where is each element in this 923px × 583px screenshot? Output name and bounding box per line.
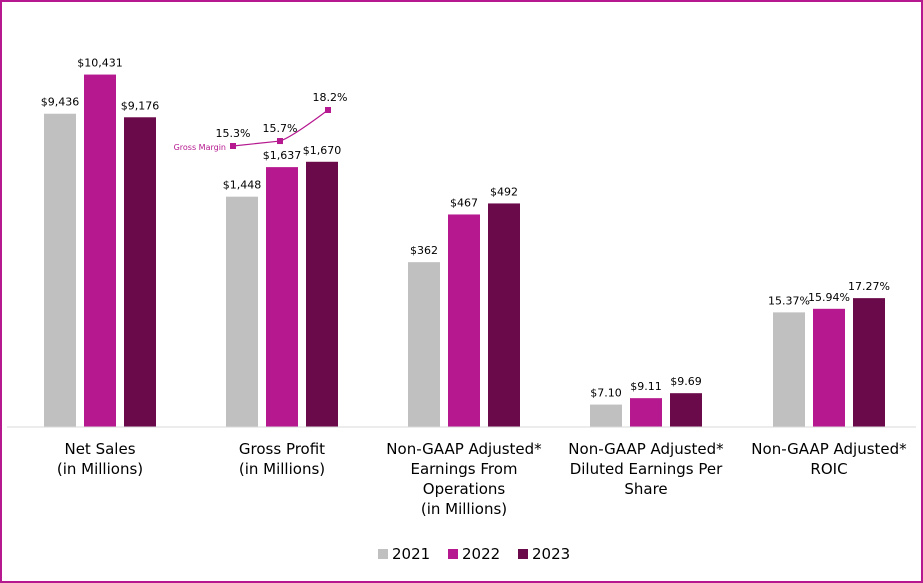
bar-net-sales-2022 xyxy=(84,74,116,427)
value-label-net-sales-2021: $9,436 xyxy=(41,96,80,109)
bar-gross-profit-2021 xyxy=(226,196,258,427)
value-label-gross-profit-2023: $1,670 xyxy=(303,144,342,157)
bar-roic-2021 xyxy=(773,312,805,427)
bar-net-sales-2023 xyxy=(124,117,156,427)
category-label-earnings-from-operations-line-2: Earnings From xyxy=(410,460,517,478)
bar-earnings-from-operations-2021 xyxy=(408,262,440,427)
bar-net-sales-2021 xyxy=(44,113,76,427)
bar-diluted-eps-2023 xyxy=(670,393,702,427)
category-label-earnings-from-operations-line-4: (in Millions) xyxy=(421,500,507,518)
value-label-roic-2021: 15.37% xyxy=(768,294,810,307)
gross-margin-marker-2022 xyxy=(277,138,283,145)
category-label-net-sales-line-1: Net Sales xyxy=(64,440,135,458)
gross-margin-tag: Gross Margin xyxy=(174,143,226,152)
bar-roic-2022 xyxy=(813,308,845,427)
bar-roic-2023 xyxy=(853,298,885,427)
value-labels-layer: $9,436 $1,448 $362 $7.10 15.37% $10,431 $1,637… xyxy=(41,57,890,400)
category-label-gross-profit-line-1: Gross Profit xyxy=(239,440,325,458)
legend-swatch-2021 xyxy=(378,549,388,559)
legend: 2021 2022 2023 xyxy=(378,545,570,563)
legend-swatch-2023 xyxy=(518,549,528,559)
bar-diluted-eps-2021 xyxy=(590,404,622,427)
value-label-diluted-eps-2021: $7.10 xyxy=(590,387,622,400)
value-label-net-sales-2023: $9,176 xyxy=(121,99,160,112)
value-label-roic-2023: 17.27% xyxy=(848,280,890,293)
gross-margin-label-2023: 18.2% xyxy=(313,91,348,104)
value-label-diluted-eps-2023: $9.69 xyxy=(670,375,702,388)
category-label-roic-line-1: Non-GAAP Adjusted* xyxy=(751,440,907,458)
bars-layer xyxy=(44,74,885,427)
legend-label-2021: 2021 xyxy=(392,545,430,563)
gross-margin-label-2022: 15.7% xyxy=(263,122,298,135)
bar-gross-profit-2022 xyxy=(266,167,298,427)
category-label-diluted-eps-line-1: Non-GAAP Adjusted* xyxy=(568,440,724,458)
category-label-earnings-from-operations-line-1: Non-GAAP Adjusted* xyxy=(386,440,542,458)
category-label-diluted-eps-line-2: Diluted Earnings Per xyxy=(570,460,723,478)
value-label-net-sales-2022: $10,431 xyxy=(77,57,123,70)
category-label-diluted-eps-line-3: Share xyxy=(624,480,667,498)
value-label-diluted-eps-2022: $9.11 xyxy=(630,380,662,393)
value-label-earnings-from-operations-2023: $492 xyxy=(490,185,518,198)
value-label-earnings-from-operations-2021: $362 xyxy=(410,244,438,257)
category-label-net-sales-line-2: (in Millions) xyxy=(57,460,143,478)
bar-earnings-from-operations-2023 xyxy=(488,203,520,427)
bar-earnings-from-operations-2022 xyxy=(448,214,480,427)
bar-diluted-eps-2022 xyxy=(630,398,662,427)
gross-margin-line-layer: 15.3% 15.7% 18.2% Gross Margin xyxy=(174,91,348,152)
value-label-gross-profit-2022: $1,637 xyxy=(263,149,302,162)
value-label-earnings-from-operations-2022: $467 xyxy=(450,196,478,209)
category-label-roic-line-2: ROIC xyxy=(810,460,847,478)
category-labels-layer: Net Sales (in Millions) Gross Profit (in Mi… xyxy=(57,440,907,518)
legend-swatch-2022 xyxy=(448,549,458,559)
bar-gross-profit-2023 xyxy=(306,161,338,427)
gross-margin-marker-2023 xyxy=(325,107,331,113)
value-label-gross-profit-2021: $1,448 xyxy=(223,179,262,192)
legend-label-2023: 2023 xyxy=(532,545,570,563)
gross-margin-label-2021: 15.3% xyxy=(216,127,251,140)
category-label-gross-profit-line-2: (in Millions) xyxy=(239,460,325,478)
gross-margin-marker-2021 xyxy=(230,143,236,149)
legend-label-2022: 2022 xyxy=(462,545,500,563)
category-label-earnings-from-operations-line-3: Operations xyxy=(423,480,506,498)
value-label-roic-2022: 15.94% xyxy=(808,291,850,304)
